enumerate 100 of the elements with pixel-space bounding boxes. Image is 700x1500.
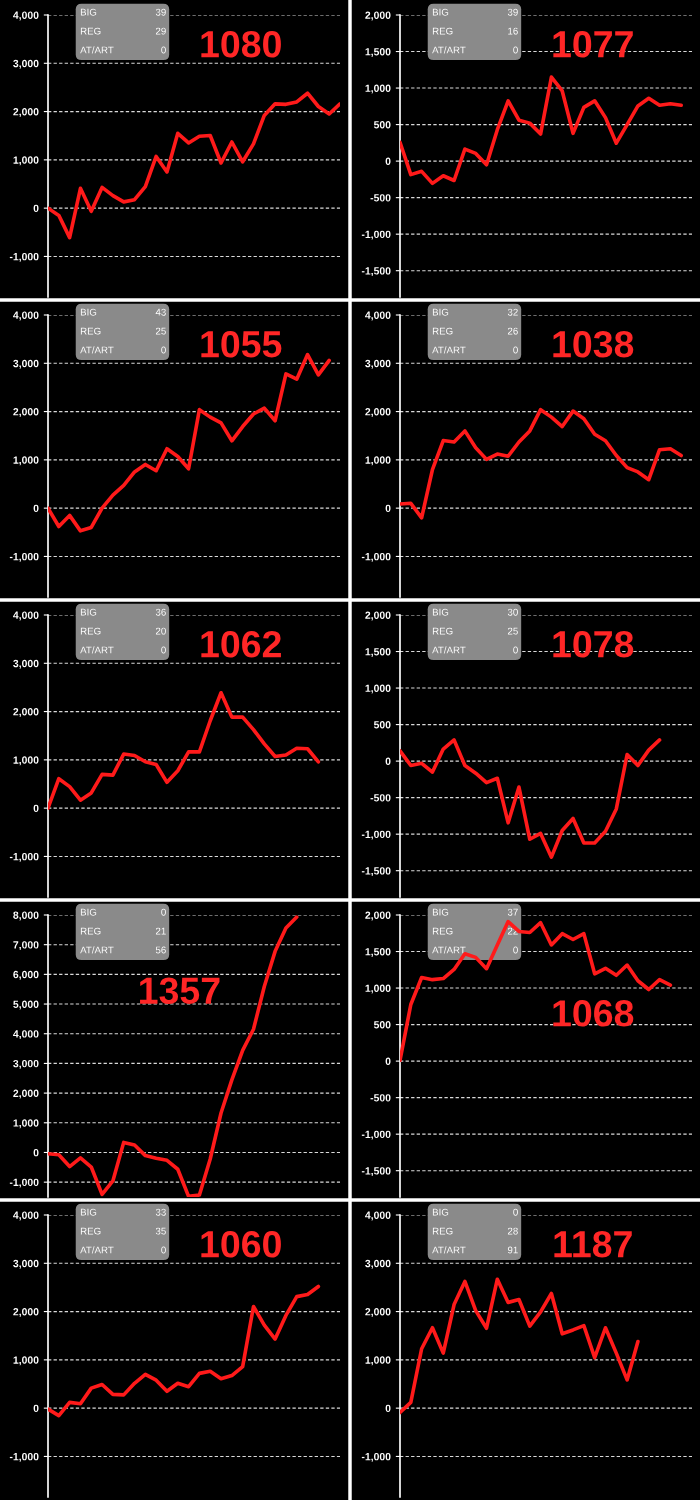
y-tick-label: -1,000 bbox=[361, 230, 391, 240]
y-tick-label: 1,500 bbox=[365, 648, 391, 657]
annotation: REG bbox=[432, 27, 453, 35]
y-tick-label: -1,000 bbox=[361, 830, 391, 840]
y-tick-label: 8,000 bbox=[13, 911, 39, 921]
annotation: REG bbox=[80, 927, 101, 935]
annotation: BIG bbox=[80, 8, 97, 16]
annotation: BIG bbox=[432, 908, 449, 916]
y-tick-label: -1,000 bbox=[361, 1452, 391, 1462]
annotation: 0 bbox=[513, 1208, 518, 1216]
annotation: AT/ART bbox=[80, 946, 114, 954]
annotation: 25 bbox=[507, 627, 518, 635]
annotation: 0 bbox=[161, 346, 166, 354]
annotation: 37 bbox=[507, 908, 518, 916]
line-series bbox=[48, 1284, 321, 1418]
y-tick-label: 3,000 bbox=[13, 59, 39, 69]
y-tick-label: -1,000 bbox=[9, 852, 39, 862]
y-tick-label: 0 bbox=[33, 504, 39, 513]
y-tick-label: -1,000 bbox=[9, 1178, 39, 1188]
annotation: 26 bbox=[507, 327, 518, 335]
y-tick-label: 0 bbox=[385, 1057, 391, 1065]
annotation: REG bbox=[80, 27, 101, 35]
annotation: BIG bbox=[432, 1208, 449, 1216]
y-tick-label: -1,000 bbox=[9, 552, 39, 562]
annotation: 0 bbox=[513, 346, 518, 354]
annotation: REG bbox=[432, 327, 453, 335]
y-tick-label: 0 bbox=[33, 804, 39, 813]
chart-title: 1078 bbox=[553, 630, 634, 658]
annotation: AT/ART bbox=[432, 646, 466, 654]
chart-title: 1060 bbox=[201, 1230, 281, 1258]
y-tick-label: -500 bbox=[370, 794, 391, 802]
y-tick-label: 500 bbox=[373, 121, 391, 129]
annotation: AT/ART bbox=[80, 346, 114, 354]
annotation: BIG bbox=[80, 308, 97, 316]
y-tick-label: 500 bbox=[373, 721, 391, 729]
y-tick-label: 2,000 bbox=[13, 408, 39, 417]
annotation: 56 bbox=[155, 946, 166, 954]
chart-title: 1055 bbox=[201, 330, 282, 358]
y-tick-label: 3,000 bbox=[13, 359, 39, 369]
y-tick-label: 500 bbox=[373, 1021, 391, 1029]
y-tick-label: -1,500 bbox=[361, 1167, 391, 1177]
annotation: 43 bbox=[155, 308, 166, 316]
annotation: 20 bbox=[155, 627, 166, 635]
y-tick-label: -500 bbox=[370, 194, 391, 202]
y-tick-label: 0 bbox=[33, 204, 39, 213]
y-tick-label: -1,000 bbox=[9, 1452, 39, 1462]
annotation: AT/ART bbox=[432, 346, 466, 354]
annotation: REG bbox=[432, 927, 453, 935]
y-tick-label: 2,000 bbox=[365, 11, 391, 21]
annotation: 36 bbox=[155, 608, 166, 616]
line-series bbox=[400, 919, 673, 1063]
chart-title: 1062 bbox=[201, 630, 281, 658]
y-tick-label: -1,500 bbox=[361, 267, 391, 277]
annotation: BIG bbox=[80, 908, 97, 916]
annotation: AT/ART bbox=[432, 946, 466, 954]
annotation: 0 bbox=[513, 946, 518, 954]
annotation: AT/ART bbox=[80, 646, 114, 654]
annotation: 32 bbox=[507, 308, 518, 316]
y-tick-label: 1,000 bbox=[13, 456, 39, 466]
y-tick-label: 3,000 bbox=[13, 1059, 39, 1069]
y-tick-label: 3,000 bbox=[13, 1259, 39, 1269]
annotation: 0 bbox=[161, 46, 166, 54]
y-tick-label: 0 bbox=[385, 157, 391, 165]
chart-title: 1038 bbox=[553, 330, 634, 358]
annotation: REG bbox=[80, 1227, 101, 1235]
annotation: REG bbox=[432, 627, 453, 635]
y-tick-label: 2,000 bbox=[13, 1089, 39, 1099]
line-series bbox=[48, 91, 340, 240]
y-tick-label: 0 bbox=[385, 757, 391, 765]
y-tick-label: -500 bbox=[370, 1094, 391, 1102]
annotation: 35 bbox=[155, 1227, 166, 1235]
y-tick-label: 4,000 bbox=[365, 311, 391, 321]
y-tick-label: 2,000 bbox=[13, 108, 39, 117]
annotation: 39 bbox=[507, 8, 518, 16]
y-tick-label: 0 bbox=[385, 1404, 391, 1413]
annotation: BIG bbox=[432, 308, 449, 316]
annotation: AT/ART bbox=[432, 1246, 466, 1254]
y-tick-label: 7,000 bbox=[13, 941, 39, 951]
annotation: 0 bbox=[161, 646, 166, 654]
annotation: 0 bbox=[513, 46, 518, 54]
y-tick-label: 4,000 bbox=[365, 1211, 391, 1221]
y-tick-label: 0 bbox=[33, 1404, 39, 1413]
annotation: BIG bbox=[432, 8, 449, 16]
line-series bbox=[400, 1277, 640, 1415]
y-tick-label: 2,000 bbox=[13, 1308, 39, 1317]
y-tick-label: 1,000 bbox=[13, 1119, 39, 1129]
y-tick-label: 6,000 bbox=[13, 970, 39, 980]
annotation: 30 bbox=[507, 608, 518, 616]
annotation: AT/ART bbox=[80, 1246, 114, 1254]
y-tick-label: 1,000 bbox=[365, 84, 391, 94]
chart-title: 1077 bbox=[553, 30, 633, 58]
annotation: BIG bbox=[432, 608, 449, 616]
annotation: REG bbox=[432, 1227, 453, 1235]
y-tick-label: -1,000 bbox=[361, 552, 391, 562]
y-tick-label: 1,000 bbox=[365, 456, 391, 466]
y-tick-label: -1,000 bbox=[361, 1130, 391, 1140]
text: 1357 bbox=[140, 977, 220, 1005]
annotation: 39 bbox=[155, 8, 166, 16]
y-tick-label: 1,000 bbox=[13, 156, 39, 166]
y-tick-label: 1,000 bbox=[13, 756, 39, 766]
